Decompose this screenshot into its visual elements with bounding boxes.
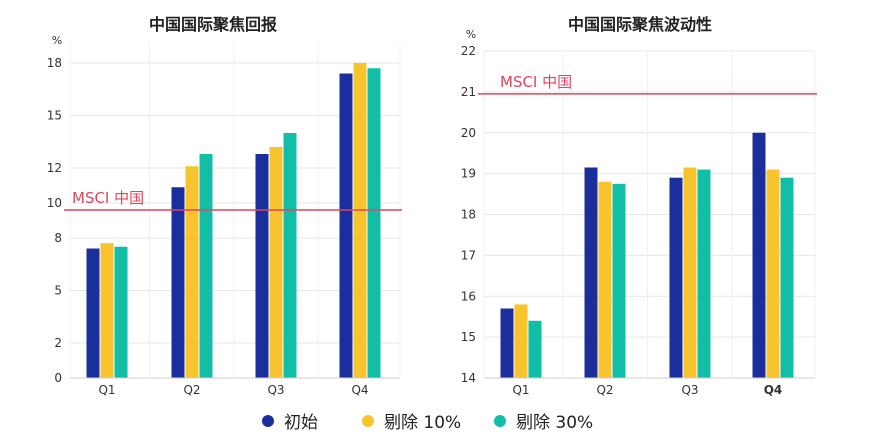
chart-title: 中国国际聚焦回报 <box>149 15 277 34</box>
legend-item-ex30: 剔除 30% <box>494 408 593 433</box>
bar-q1-series-2 <box>514 304 528 378</box>
x-tick-label: Q1 <box>98 383 115 397</box>
x-tick-label: Q4 <box>764 383 783 397</box>
y-axis-unit: % <box>52 34 62 47</box>
chart-2: 中国国际聚焦波动性% 14 15 16 17 18 19 20 21 22 Q1 Q2 Q3 Q4 MSCI… <box>461 15 817 397</box>
x-tick-label: Q1 <box>512 383 529 397</box>
chart-1: 中国国际聚焦回报% 0 2 5 8 10 12 15 18 Q1 Q2 Q3 Q4 MSCI 中国 <box>47 15 402 397</box>
x-tick-label: Q2 <box>183 383 200 397</box>
bar-q4-series-3 <box>780 177 794 378</box>
y-axis-unit: % <box>466 28 476 41</box>
legend-label-ex30: 剔除 30% <box>516 413 594 433</box>
y-tick-label: 18 <box>461 208 476 222</box>
bar-q1-series-1 <box>500 308 514 378</box>
y-tick-label: 10 <box>47 196 62 210</box>
y-tick-label: 22 <box>461 44 476 58</box>
legend-swatch-ex30 <box>494 414 506 427</box>
x-tick-label: Q3 <box>267 383 284 397</box>
bar-q2-series-3 <box>199 154 213 378</box>
bar-q1-series-3 <box>528 320 542 378</box>
legend: 初始 剔除 10% 剔除 30% <box>0 404 870 434</box>
y-tick-label: 14 <box>461 371 476 385</box>
legend-label-initial: 初始 <box>284 413 318 433</box>
y-tick-label: 15 <box>47 109 62 123</box>
y-tick-label: 2 <box>54 336 62 350</box>
chart-title: 中国国际聚焦波动性 <box>568 15 712 34</box>
y-tick-label: 0 <box>54 371 62 385</box>
x-tick-label: Q4 <box>351 383 368 397</box>
y-tick-label: 16 <box>461 289 476 303</box>
bar-q4-series-2 <box>353 63 367 378</box>
bar-q2-series-3 <box>612 183 626 378</box>
bar-q3-series-3 <box>697 169 711 378</box>
bar-q4-series-1 <box>339 73 353 378</box>
legend-swatch-initial <box>262 414 274 427</box>
bar-q3-series-2 <box>683 167 697 378</box>
bar-q2-series-2 <box>598 181 612 378</box>
x-tick-label: Q3 <box>681 383 698 397</box>
y-tick-label: 17 <box>461 248 476 262</box>
x-tick-label: Q2 <box>596 383 613 397</box>
legend-item-ex10: 剔除 10% <box>362 408 461 433</box>
bar-q3-series-1 <box>255 154 269 378</box>
y-tick-label: 19 <box>461 167 476 181</box>
y-tick-label: 20 <box>461 126 476 140</box>
reference-label: MSCI 中国 <box>500 73 572 91</box>
legend-swatch-ex10 <box>362 414 374 427</box>
bar-q1-series-1 <box>86 248 100 378</box>
y-tick-label: 15 <box>461 330 476 344</box>
bar-q4-series-3 <box>367 68 381 378</box>
bar-q3-series-1 <box>669 177 683 378</box>
y-tick-label: 8 <box>54 231 62 245</box>
bar-q3-series-2 <box>269 147 283 378</box>
bar-q4-series-1 <box>752 132 766 378</box>
bar-q2-series-1 <box>584 167 598 378</box>
bar-q2-series-1 <box>171 187 185 378</box>
bar-q1-series-3 <box>114 246 128 378</box>
y-tick-label: 5 <box>54 284 62 298</box>
y-tick-label: 18 <box>47 56 62 70</box>
bar-q4-series-2 <box>766 169 780 378</box>
legend-item-initial: 初始 <box>262 408 318 433</box>
bar-q2-series-2 <box>185 166 199 378</box>
y-tick-label: 12 <box>47 161 62 175</box>
legend-label-ex10: 剔除 10% <box>384 413 462 433</box>
bar-q3-series-3 <box>283 133 297 378</box>
bar-q1-series-2 <box>100 243 114 378</box>
y-tick-label: 21 <box>461 85 476 99</box>
reference-label: MSCI 中国 <box>72 189 144 207</box>
